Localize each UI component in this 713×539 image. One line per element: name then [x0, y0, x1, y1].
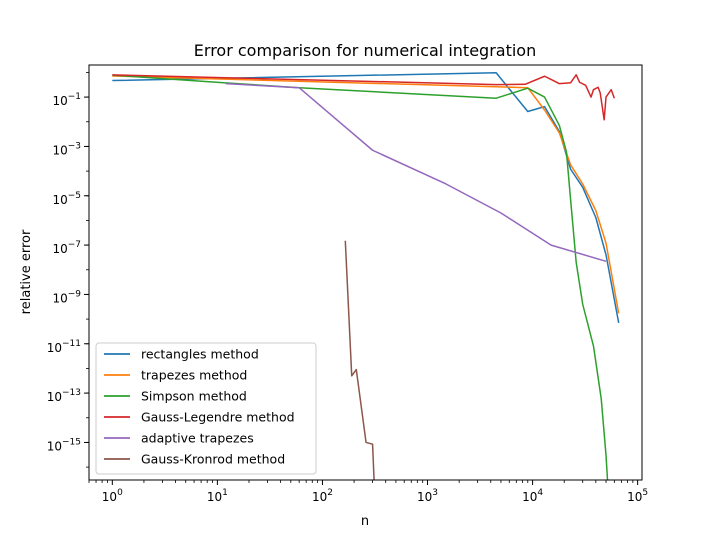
x-tick-label-base: 10 [207, 490, 222, 504]
legend-label-3: Gauss-Legendre method [141, 410, 295, 425]
y-tick-label-exponent: −7 [68, 240, 81, 250]
legend-label-0: rectangles method [141, 347, 259, 362]
y-tick-label-exponent: −3 [68, 141, 81, 151]
x-tick-label: 103 [417, 488, 438, 504]
y-tick-label: 10−7 [52, 240, 81, 256]
y-axis-label: relative error [19, 229, 34, 314]
y-tick-label-exponent: −13 [62, 388, 81, 398]
x-tick-label-exponent: 1 [222, 488, 228, 498]
legend-box [95, 342, 317, 475]
legend-label-5: Gauss-Kronrod method [141, 452, 285, 467]
y-tick-label-base: 10 [52, 291, 67, 305]
series-layer [112, 72, 620, 480]
x-tick-label-exponent: 0 [117, 488, 123, 498]
y-tick-label: 10−9 [52, 289, 81, 305]
x-tick-label-base: 10 [627, 490, 642, 504]
y-tick-label-base: 10 [52, 242, 67, 256]
y-tick-label-base: 10 [47, 390, 62, 404]
y-tick-label: 10−3 [52, 141, 81, 157]
x-tick-label-base: 10 [417, 490, 432, 504]
chart-title: Error comparison for numerical integrati… [194, 41, 536, 60]
legend-label-1: trapezes method [141, 368, 247, 383]
series-line-5 [344, 240, 375, 480]
series-line-4 [225, 82, 607, 263]
x-tick-label: 101 [207, 488, 228, 504]
y-tick-label: 10−13 [47, 388, 81, 404]
x-tick-label: 104 [522, 488, 543, 504]
y-tick-label-exponent: −11 [62, 339, 81, 349]
y-tick-label: 10−11 [47, 339, 81, 355]
series-line-1 [112, 75, 620, 314]
x-tick-label: 105 [627, 488, 648, 504]
y-tick-label-exponent: −15 [62, 437, 81, 447]
y-tick-label-exponent: −9 [68, 289, 82, 299]
x-tick-label-exponent: 4 [537, 488, 543, 498]
series-line-3 [112, 74, 616, 121]
y-tick-label-base: 10 [52, 94, 67, 108]
legend-label-2: Simpson method [141, 389, 247, 404]
x-axis: 100 101 102 103 104 105 [88, 480, 648, 504]
x-tick-label-exponent: 5 [642, 488, 648, 498]
y-tick-label-exponent: −5 [68, 191, 81, 201]
y-tick-label: 10−5 [52, 191, 81, 207]
x-tick-label-exponent: 2 [327, 488, 333, 498]
x-tick-label: 100 [102, 488, 123, 504]
plot-frame [88, 64, 643, 481]
y-tick-label-base: 10 [52, 143, 67, 157]
y-tick-label: 10−15 [47, 437, 81, 453]
x-axis-label: n [361, 514, 369, 529]
y-tick-label-base: 10 [52, 193, 67, 207]
x-tick-label-exponent: 3 [432, 488, 438, 498]
y-tick-label-base: 10 [47, 439, 62, 453]
x-tick-label-base: 10 [102, 490, 117, 504]
legend-label-4: adaptive trapezes [141, 431, 254, 446]
y-tick-label-base: 10 [47, 341, 62, 355]
x-tick-label-base: 10 [312, 490, 327, 504]
y-tick-label: 10−1 [52, 92, 81, 108]
x-tick-label-base: 10 [522, 490, 537, 504]
x-tick-label: 102 [312, 488, 333, 504]
legend: rectangles method trapezes method Simpson … [95, 342, 317, 475]
y-tick-label-exponent: −1 [68, 92, 81, 102]
